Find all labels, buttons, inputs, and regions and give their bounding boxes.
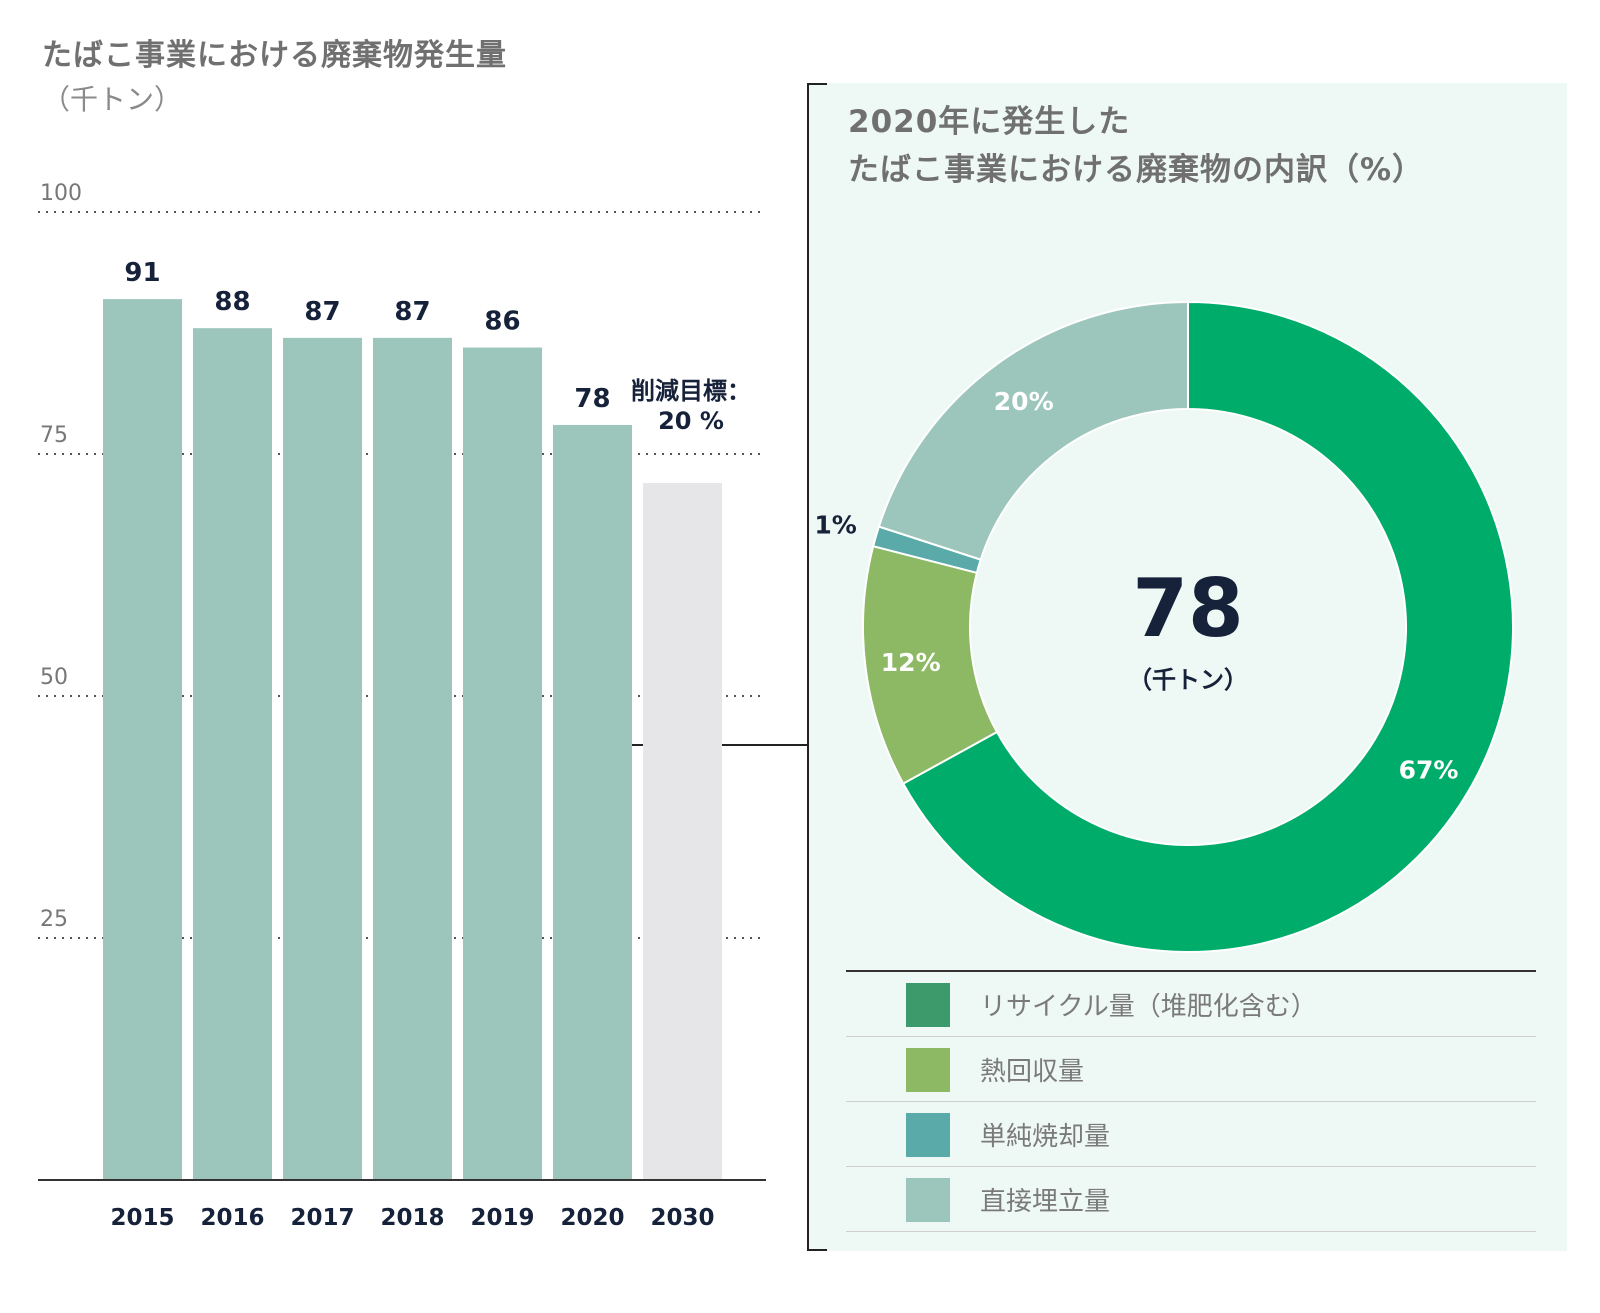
panel-title: 2020年に発生した たばこ事業における廃棄物の内訳（%） <box>848 98 1424 194</box>
bar <box>103 299 182 1180</box>
legend-item-landfill: 直接埋立量 <box>846 1167 1536 1232</box>
bar <box>463 347 542 1180</box>
bar-value-label: 78 <box>574 384 610 414</box>
panel-bracket <box>807 83 827 1251</box>
slice-label: 1% <box>814 511 856 540</box>
donut-slice <box>901 300 1514 953</box>
bar-chart: 25 50 75 100 91 2015 88 2016 87 2017 87 2018 86 2019 7… <box>38 181 766 1231</box>
legend-label: 単純焼却量 <box>980 1122 1111 1152</box>
bar-value-label: 91 <box>124 258 160 288</box>
bar <box>283 337 362 1181</box>
donut-center-value: 78 <box>1132 562 1244 655</box>
reduction-target-label: 削減目標： 20 % <box>626 376 756 436</box>
x-tick-label: 2030 <box>650 1205 714 1231</box>
bar <box>553 424 632 1181</box>
reduction-target-line2: 20 % <box>658 407 724 435</box>
legend-label: リサイクル量（堆肥化含む） <box>980 992 1317 1022</box>
legend-item-recycle: リサイクル量（堆肥化含む） <box>846 972 1536 1037</box>
bar <box>193 328 272 1180</box>
bar-value-label: 88 <box>214 287 250 317</box>
legend-label: 直接埋立量 <box>980 1187 1111 1217</box>
chart-title: たばこ事業における廃棄物発生量 <box>42 38 507 73</box>
slice-label: 67% <box>1399 755 1459 784</box>
x-tick-label: 2018 <box>380 1205 444 1231</box>
donut-slice <box>877 300 1189 561</box>
y-tick-label: 25 <box>40 907 68 932</box>
slice-label: 12% <box>881 648 941 677</box>
panel-title-line2: たばこ事業における廃棄物の内訳（%） <box>848 152 1425 188</box>
x-tick-label: 2020 <box>560 1205 624 1231</box>
legend-label: 熱回収量 <box>980 1057 1085 1087</box>
x-tick-label: 2019 <box>470 1205 534 1231</box>
y-tick-label: 75 <box>40 423 68 448</box>
x-tick-label: 2017 <box>290 1205 354 1231</box>
donut-center-unit: （千トン） <box>1128 666 1248 694</box>
y-tick-label: 50 <box>40 665 68 690</box>
bar-value-label: 87 <box>394 297 430 327</box>
reduction-target-line1: 削減目標： <box>631 377 751 405</box>
bar-value-label: 87 <box>304 297 340 327</box>
panel-title-line1: 2020年に発生した <box>848 104 1131 140</box>
x-tick-label: 2015 <box>110 1205 174 1231</box>
y-tick-label: 100 <box>40 181 82 206</box>
legend-swatch <box>906 983 950 1027</box>
bar-value-label: 86 <box>484 307 520 337</box>
bar <box>373 337 452 1181</box>
legend-swatch <box>906 1113 950 1157</box>
legend-swatch <box>906 1048 950 1092</box>
legend-item-incineration: 単純焼却量 <box>846 1102 1536 1167</box>
legend: リサイクル量（堆肥化含む） 熱回収量 単純焼却量 直接埋立量 <box>846 970 1536 1232</box>
legend-swatch <box>906 1178 950 1222</box>
x-tick-label: 2016 <box>200 1205 264 1231</box>
chart-unit: （千トン） <box>42 83 183 116</box>
slice-label: 20% <box>994 387 1054 416</box>
legend-item-heat-recovery: 熱回収量 <box>846 1037 1536 1102</box>
target-bar <box>643 483 722 1180</box>
